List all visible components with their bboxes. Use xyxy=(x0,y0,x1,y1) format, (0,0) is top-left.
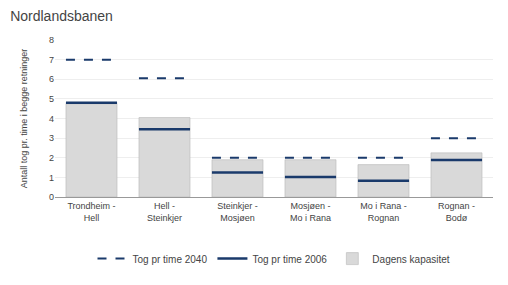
svg-text:Antall tog pr. time i begge re: Antall tog pr. time i begge retninger xyxy=(19,49,29,189)
svg-text:1: 1 xyxy=(49,173,54,183)
svg-text:Steinkjer -Mosjøen: Steinkjer -Mosjøen xyxy=(217,201,258,223)
svg-text:Nordlandsbanen: Nordlandsbanen xyxy=(10,8,113,24)
svg-text:Rognan -Bodø: Rognan -Bodø xyxy=(438,201,475,223)
svg-text:5: 5 xyxy=(49,94,54,104)
svg-text:7: 7 xyxy=(49,55,54,65)
svg-text:Trondheim -Hell: Trondheim -Hell xyxy=(67,201,115,223)
svg-text:Tog pr time 2006: Tog pr time 2006 xyxy=(252,254,327,265)
svg-text:Hell -Steinkjer: Hell -Steinkjer xyxy=(147,201,182,223)
svg-text:4: 4 xyxy=(49,114,54,124)
svg-text:6: 6 xyxy=(49,74,54,84)
svg-text:Dagens kapasitet: Dagens kapasitet xyxy=(372,254,449,265)
svg-text:Tog pr time 2040: Tog pr time 2040 xyxy=(133,254,208,265)
svg-text:0: 0 xyxy=(49,192,54,202)
svg-text:3: 3 xyxy=(49,133,54,143)
svg-text:Mosjøen -Mo i Rana: Mosjøen -Mo i Rana xyxy=(290,201,331,223)
svg-text:8: 8 xyxy=(49,35,54,45)
svg-text:2: 2 xyxy=(49,153,54,163)
svg-text:Mo i Rana -Rognan: Mo i Rana -Rognan xyxy=(360,201,407,223)
